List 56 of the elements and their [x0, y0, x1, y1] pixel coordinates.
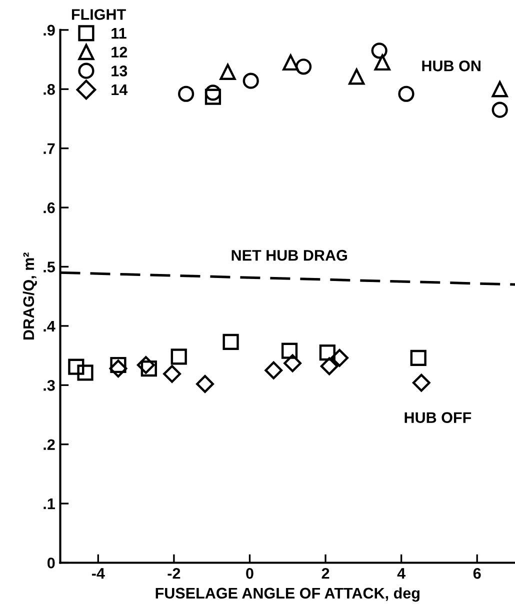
- x-tick-label: -2: [168, 568, 180, 579]
- point: [348, 68, 365, 85]
- point: [330, 348, 349, 367]
- y-tick-label: .6: [44, 202, 55, 214]
- point: [492, 102, 508, 118]
- point: [410, 350, 426, 366]
- point: [284, 354, 302, 372]
- point: [196, 374, 214, 393]
- x-tick-label: 4: [397, 568, 406, 579]
- point: [264, 361, 283, 380]
- x-tick-label: 6: [473, 568, 481, 579]
- point: [163, 364, 182, 383]
- point: [204, 88, 222, 105]
- point: [295, 58, 312, 75]
- annotation: HUB OFF: [404, 412, 472, 423]
- point: [136, 356, 155, 374]
- point: [281, 342, 298, 359]
- point: [371, 42, 388, 59]
- point: [282, 54, 299, 71]
- y-tick-label: .5: [44, 262, 55, 272]
- point: [319, 344, 336, 361]
- x-axis-title: FUSELAGE ANGLE OF ATTACK, deg: [156, 587, 420, 602]
- point: [374, 54, 390, 71]
- annotation: HUB ON: [422, 60, 480, 72]
- legend-label: 12: [112, 46, 128, 58]
- y-tick-label: .4: [44, 320, 56, 332]
- point: [220, 64, 236, 80]
- y-tick-label: .2: [44, 439, 55, 450]
- point: [242, 72, 259, 89]
- legend-label: 11: [112, 28, 126, 39]
- point: [109, 360, 128, 378]
- legend-label: 13: [112, 66, 128, 76]
- y-tick-label: .9: [44, 24, 55, 36]
- legend-label: 14: [112, 84, 128, 96]
- y-tick-label: 0: [48, 558, 55, 568]
- y-tick-label: .3: [44, 380, 55, 391]
- x-tick-label: 0: [246, 568, 254, 579]
- point: [140, 360, 157, 377]
- point: [68, 358, 84, 375]
- series-label: NET HUB DRAG: [232, 250, 347, 261]
- point: [320, 357, 338, 376]
- point: [398, 86, 414, 102]
- x-tick-label: 2: [322, 568, 330, 579]
- point: [412, 374, 430, 392]
- point: [492, 81, 508, 98]
- y-axis-title: DRAG/Q, m²: [22, 252, 37, 340]
- legend-title: FLIGHT: [72, 9, 126, 20]
- point: [110, 356, 126, 374]
- y-tick-label: .7: [44, 143, 55, 154]
- point: [222, 334, 239, 350]
- point: [170, 348, 187, 365]
- point: [178, 86, 194, 102]
- point: [77, 364, 94, 381]
- y-tick-label: .8: [44, 84, 55, 95]
- x-tick-label: -4: [92, 568, 105, 579]
- y-tick-label: .1: [44, 498, 55, 510]
